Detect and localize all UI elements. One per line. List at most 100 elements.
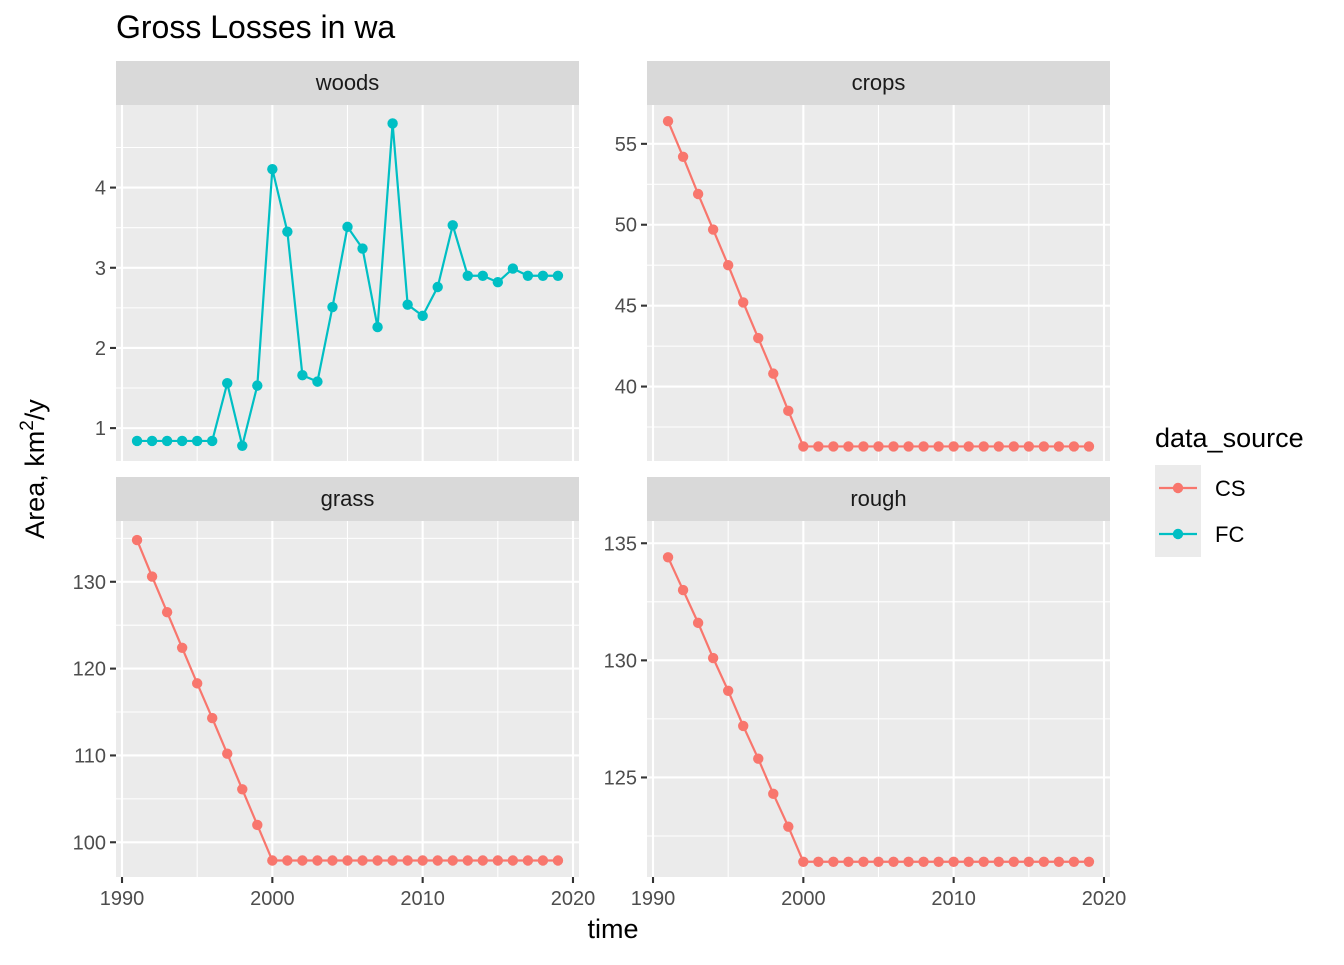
data-point xyxy=(978,856,989,867)
data-point xyxy=(707,652,719,664)
data-point xyxy=(207,435,218,447)
data-point xyxy=(768,788,779,800)
data-point xyxy=(1053,856,1065,867)
data-point xyxy=(402,855,413,866)
data-point xyxy=(252,380,263,391)
data-point xyxy=(993,856,1004,867)
data-point xyxy=(662,552,674,563)
data-point xyxy=(372,321,383,333)
data-point xyxy=(312,855,323,866)
data-point xyxy=(1083,441,1095,452)
data-point xyxy=(522,855,534,866)
data-point xyxy=(963,856,974,867)
data-point xyxy=(146,435,158,447)
data-point xyxy=(677,151,689,162)
data-point xyxy=(357,855,368,866)
data-point xyxy=(858,441,869,452)
data-point xyxy=(191,678,203,689)
data-point xyxy=(176,642,188,653)
data-point xyxy=(948,441,959,452)
data-point xyxy=(888,441,899,452)
data-point xyxy=(692,188,704,200)
data-point xyxy=(507,855,519,866)
data-point xyxy=(813,441,824,452)
data-point xyxy=(447,855,458,866)
y-tick-label: 135 xyxy=(604,533,637,555)
data-point xyxy=(342,855,353,866)
data-point xyxy=(387,855,398,866)
data-point xyxy=(1023,856,1035,867)
data-point xyxy=(1008,856,1019,867)
data-point xyxy=(963,441,974,452)
y-tick-label: 45 xyxy=(615,296,637,318)
y-axis-title-superscript: 2 xyxy=(17,420,38,431)
data-point xyxy=(522,270,534,281)
data-point xyxy=(222,378,233,389)
data-point xyxy=(267,855,278,866)
x-tick-label: 2000 xyxy=(781,888,826,910)
data-point xyxy=(1038,856,1050,867)
x-tick-label: 1990 xyxy=(100,888,145,910)
y-tick-label: 40 xyxy=(615,377,637,399)
data-point xyxy=(297,370,308,381)
y-axis-title-base: Area, km xyxy=(20,431,50,539)
y-axis-title-tail: /y xyxy=(20,399,50,421)
data-point xyxy=(783,405,794,417)
facet-strip-label-crops: crops xyxy=(852,70,906,95)
y-tick-label: 55 xyxy=(615,134,637,156)
legend-label-FC: FC xyxy=(1215,522,1244,547)
facet-strip-label-rough: rough xyxy=(850,486,906,511)
data-point xyxy=(537,270,549,281)
x-tick-label: 2020 xyxy=(1082,888,1127,910)
data-point xyxy=(552,270,564,281)
data-point xyxy=(768,368,779,379)
data-point xyxy=(297,855,308,866)
data-point xyxy=(387,118,398,129)
data-point xyxy=(372,855,383,866)
y-tick-label: 110 xyxy=(74,745,106,767)
data-point xyxy=(417,310,428,322)
y-tick-label: 120 xyxy=(73,659,106,681)
data-point xyxy=(722,260,734,271)
data-point xyxy=(783,821,794,832)
data-point xyxy=(798,856,809,867)
data-point xyxy=(888,856,899,867)
legend: data_source CS FC xyxy=(1155,423,1304,557)
x-tick-label: 1990 xyxy=(631,888,676,910)
data-point xyxy=(753,753,764,764)
data-point xyxy=(462,270,473,281)
data-point xyxy=(417,855,428,866)
data-point xyxy=(828,856,839,867)
data-point xyxy=(327,301,338,313)
data-point xyxy=(161,435,173,447)
data-point xyxy=(873,441,884,452)
data-point xyxy=(537,855,549,866)
facet-strip-woods xyxy=(116,61,579,105)
data-point xyxy=(993,441,1004,452)
facet-panel-grass: grass 1990 2000 2010 2020 100 110 120 130 xyxy=(73,477,596,910)
data-point xyxy=(492,276,504,288)
data-point xyxy=(798,441,809,452)
data-point xyxy=(222,748,233,759)
data-point xyxy=(873,856,884,867)
legend-label-CS: CS xyxy=(1215,476,1246,501)
data-point xyxy=(207,712,218,724)
data-point xyxy=(237,440,248,451)
data-point xyxy=(1068,441,1080,452)
data-point xyxy=(1068,856,1080,867)
facet-panel-woods: woods 1 2 3 4 xyxy=(95,61,579,461)
y-tick-label: 4 xyxy=(95,178,106,200)
data-point xyxy=(738,720,749,732)
data-point xyxy=(191,435,203,447)
y-tick-label: 2 xyxy=(95,338,106,360)
data-point xyxy=(753,332,764,344)
x-tick-label: 2020 xyxy=(551,888,596,910)
data-point xyxy=(1038,441,1050,452)
data-point xyxy=(432,281,443,293)
data-point xyxy=(267,163,278,175)
legend-key-point-CS xyxy=(1172,482,1184,494)
data-point xyxy=(477,855,488,866)
data-point xyxy=(131,435,143,447)
